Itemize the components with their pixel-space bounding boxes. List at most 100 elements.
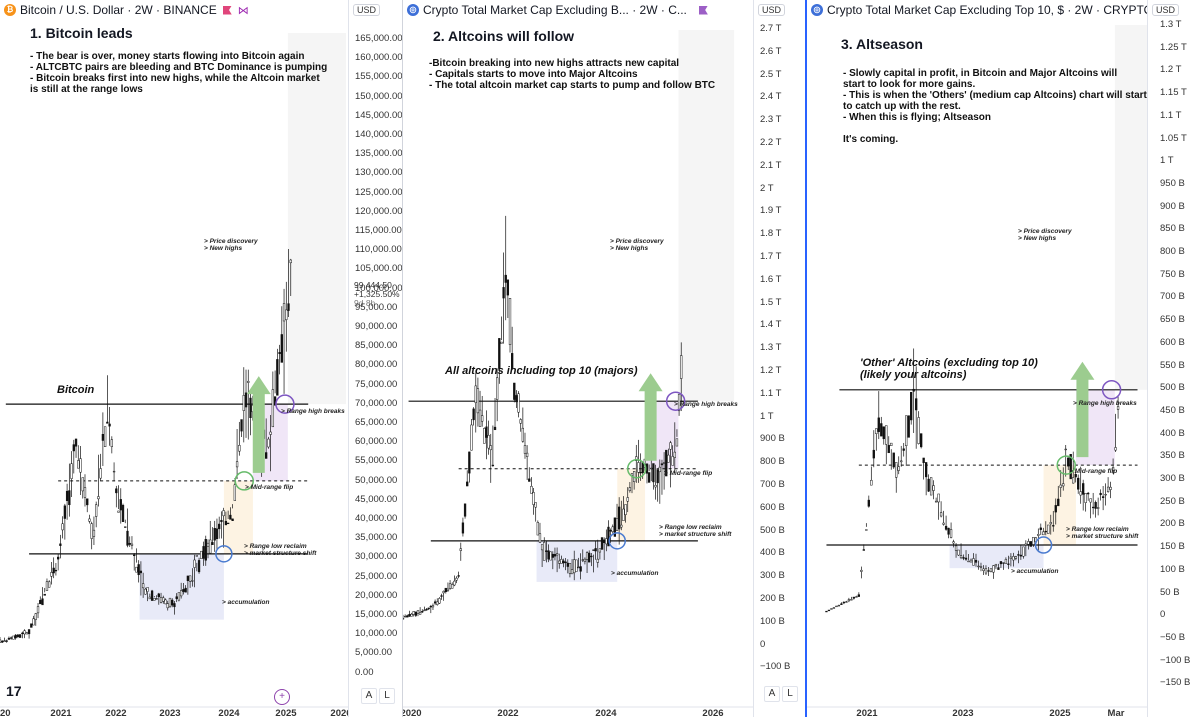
candle-body [25, 632, 28, 635]
candle-body [442, 591, 445, 594]
candle-body [860, 569, 863, 572]
currency-label[interactable]: USD [1152, 4, 1180, 16]
up-arrow [1070, 361, 1095, 458]
candle-body [414, 611, 417, 616]
last-price: 99,444.50 [354, 280, 392, 290]
candle-body [558, 560, 561, 564]
candle-body [1004, 559, 1008, 564]
others-chart[interactable]: 2021 2023 2025 Mar [807, 0, 1147, 717]
price-discovery-label: > Price discovery > New highs [1018, 228, 1072, 242]
candle-body [182, 589, 185, 592]
candle-body [429, 606, 432, 608]
symbol-header[interactable]: ◎ Crypto Total Market Cap Excluding Top … [811, 2, 1178, 18]
axis-tick-label: 95,000.00 [355, 301, 398, 313]
axis-tick-label: 650 B [1160, 314, 1185, 326]
axis-tick-label: 100,000.00 [355, 282, 402, 294]
candle-body [1059, 484, 1062, 488]
candle-body [438, 598, 441, 604]
candle-body [224, 520, 228, 526]
axis-tick-label: 110,000.00 [355, 244, 402, 256]
panel-divider[interactable] [402, 0, 403, 717]
axis-tick-label: 5,000.00 [355, 647, 392, 659]
candle-body [88, 518, 91, 522]
candle-body [470, 424, 473, 451]
candle-body [416, 610, 420, 614]
symbol-header[interactable]: ◎ Crypto Total Market Cap Excluding B...… [407, 2, 708, 18]
axis-tick-label: 40,000.00 [355, 513, 398, 524]
candle-body [1067, 457, 1070, 467]
candle-body [249, 397, 252, 418]
candle-body [121, 504, 125, 522]
candle-body [598, 548, 602, 553]
axis-tick-label: 150,000.00 [355, 90, 402, 102]
altcoin-chart[interactable]: 2020 2022 2024 2026 [403, 0, 753, 717]
axis-tick-label: 2.6 T [760, 45, 782, 57]
axis-tick-label: 65,000.00 [355, 417, 398, 428]
x-tick-label: 2022 [105, 708, 126, 717]
flag-icon[interactable] [222, 5, 232, 15]
candle-body [949, 529, 953, 538]
candle-body [453, 580, 456, 586]
candle-body [1106, 486, 1110, 492]
candle-body [575, 559, 578, 572]
candle-body [30, 623, 33, 628]
candle-body [124, 526, 127, 528]
flag-icon[interactable] [698, 5, 708, 15]
axis-tick-label: 1.8 T [760, 228, 782, 240]
candle-body [191, 580, 194, 582]
candle-body [944, 525, 948, 530]
candle-body [235, 461, 239, 468]
candle-body [669, 442, 672, 450]
candle-body [594, 548, 597, 552]
price-axis[interactable]: USD A L 2.7 T 2.6 T 2.5 T 2.4 T 2.3 T 2.2 T 2.… [753, 0, 805, 717]
axis-tick-label: 2.1 T [760, 159, 782, 171]
candle-body [186, 575, 190, 582]
panel-divider[interactable] [805, 0, 807, 717]
add-icon[interactable]: + [274, 689, 290, 705]
candle-body [168, 597, 172, 608]
candle-body [1114, 447, 1117, 451]
candle-body [613, 517, 617, 537]
candle-body [63, 505, 67, 519]
candle-body [119, 499, 122, 511]
candle-body [1039, 527, 1042, 530]
axis-tick-label: 300 B [760, 570, 785, 582]
candle-body [1019, 554, 1023, 557]
candle-body [577, 566, 580, 569]
axis-tick-label: 0 [1160, 609, 1166, 621]
log-scale-button[interactable]: L [379, 688, 395, 704]
candle-body [164, 599, 167, 605]
candle-body [491, 464, 495, 467]
log-scale-button[interactable]: L [782, 686, 798, 702]
axis-tick-label: 1.3 T [760, 342, 782, 354]
candle-body [628, 487, 632, 491]
axis-tick-label: 1.6 T [760, 273, 782, 285]
candle-body [675, 438, 679, 447]
candle-body [271, 389, 275, 428]
candle-body [68, 490, 71, 506]
candle-body [652, 463, 655, 483]
candle-body [656, 469, 659, 484]
currency-label[interactable]: USD [758, 4, 786, 16]
axis-tick-label: 800 B [1160, 246, 1185, 257]
auto-scale-button[interactable]: A [764, 686, 780, 702]
symbol-header[interactable]: ₿ Bitcoin / U.S. Dollar · 2W · BINANCE ⋈ [4, 2, 249, 18]
candle-body [175, 596, 178, 599]
share-icon[interactable]: ⋈ [237, 4, 249, 17]
candle-body [870, 479, 873, 486]
candle-body [872, 449, 875, 459]
panel-title: 3. Altseason [841, 36, 923, 52]
candle-body [579, 566, 582, 572]
price-axis[interactable]: USD 99,444.50 +1,325.50% 9d 8h A L 165,0… [348, 0, 402, 717]
candle-body [36, 606, 40, 614]
currency-label[interactable]: USD [353, 4, 381, 16]
candle-body [481, 415, 484, 422]
candle-body [86, 498, 89, 506]
bitcoin-chart[interactable]: 2020 2021 2022 2023 2024 2025 2026 [0, 0, 348, 717]
price-axis[interactable]: USD 1.3 T 1.25 T 1.2 T 1.15 T 1.1 T 1.05 T 1 T… [1147, 0, 1200, 717]
candle-body [974, 559, 978, 563]
auto-scale-button[interactable]: A [361, 688, 377, 704]
tradingview-logo[interactable]: 17 [6, 683, 22, 699]
candle-body [1077, 477, 1080, 490]
panel-notes: - The bear is over, money starts flowing… [30, 51, 327, 95]
